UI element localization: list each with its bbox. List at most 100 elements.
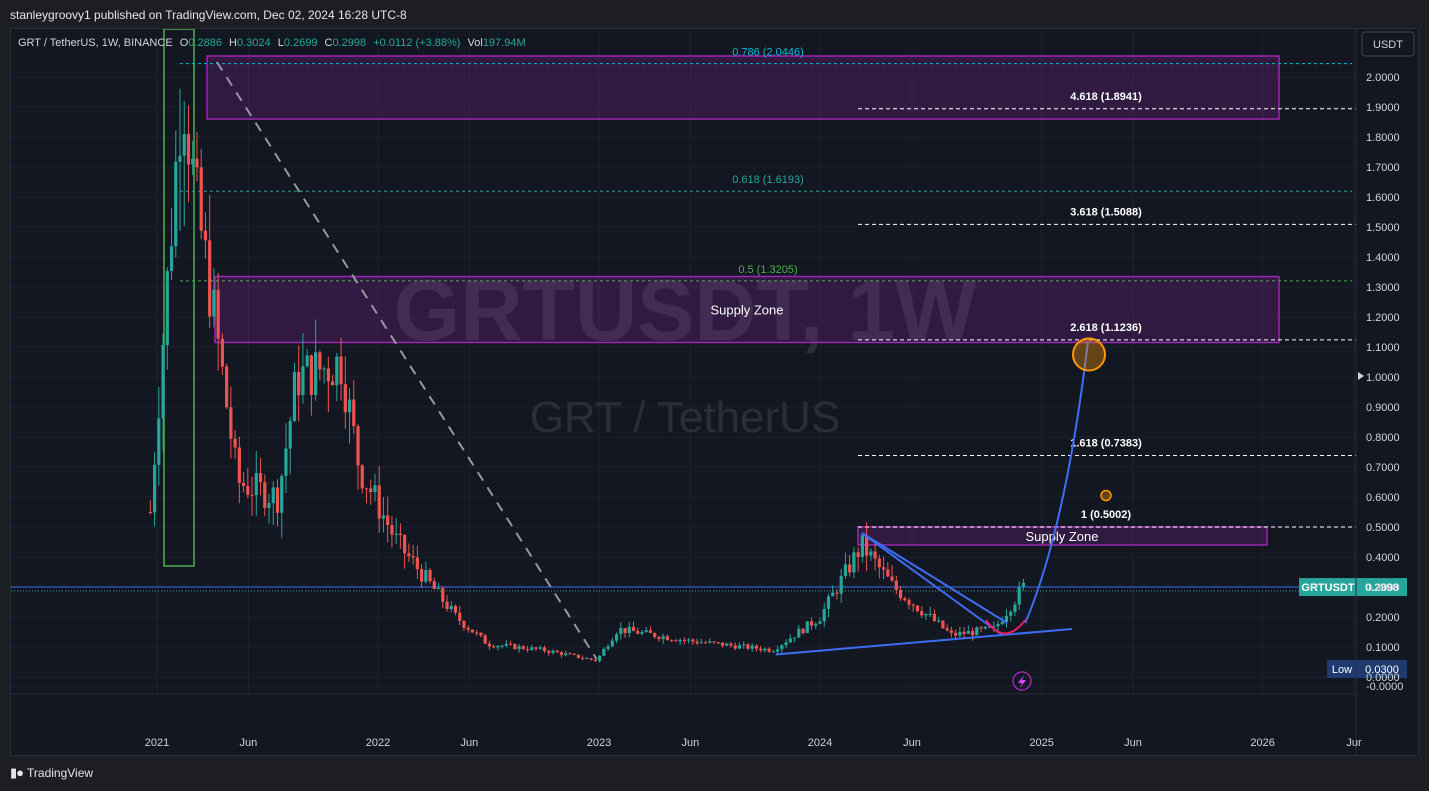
candle-body [805, 621, 809, 634]
price-tick-label: 2.0000 [1366, 72, 1400, 84]
candle-body [987, 626, 992, 628]
candle-body [462, 620, 466, 628]
price-tick-label: 1.7000 [1366, 162, 1400, 174]
candle-body [962, 631, 966, 635]
time-tick-label: Jur [1346, 737, 1362, 749]
candle-body [178, 155, 182, 162]
candle-body [148, 512, 152, 513]
candle-body [920, 611, 924, 616]
candle-body [983, 626, 987, 629]
candle-body [814, 623, 818, 626]
candle-body [966, 630, 970, 635]
candle-body [343, 384, 347, 413]
candle-body [911, 604, 915, 606]
projection-path[interactable] [1024, 340, 1089, 624]
candle-body [890, 576, 894, 581]
footer-logo[interactable]: ▮● TradingView [10, 765, 93, 781]
candle-body [479, 632, 483, 636]
time-tick-label: Jun [903, 737, 921, 749]
price-tick-label: 0.4000 [1366, 552, 1400, 564]
header-bar: stanleygroovy1 published on TradingView.… [0, 0, 1429, 28]
lightning-icon[interactable] [1012, 671, 1032, 691]
candle-body [530, 647, 534, 651]
candle-body [767, 648, 771, 652]
supply-zone[interactable] [214, 275, 1280, 344]
dashed-downtrend-line[interactable] [216, 61, 598, 660]
candle-body [572, 653, 576, 655]
time-axis[interactable]: 2021 Jun 2022 Jun 2023 Jun 2024 Jun 2025 Jun 2026 J… [11, 693, 1362, 749]
low-value-tag-bg [1357, 660, 1407, 678]
candle-body [208, 240, 212, 317]
candle-body [877, 558, 881, 568]
scroll-right-icon[interactable] [1358, 372, 1364, 380]
candle-body [763, 648, 767, 651]
candle-body [856, 552, 860, 557]
candle-body [487, 643, 492, 647]
supply-zone[interactable] [206, 55, 1280, 120]
candle-body [492, 646, 496, 648]
candle-body [555, 650, 559, 653]
candle-body [932, 613, 937, 621]
candle-body [369, 488, 373, 493]
candle-body [301, 366, 305, 396]
candle-body [225, 366, 229, 408]
cup-pattern-curve[interactable] [985, 619, 1027, 635]
price-tick-label: 1.4000 [1366, 252, 1400, 264]
candle-body [398, 533, 403, 536]
candle-body [818, 621, 822, 624]
candle-body [377, 485, 381, 519]
price-tick-label: 0.7000 [1366, 462, 1400, 474]
supply-zone-label: Supply Zone [711, 303, 784, 318]
time-tick-label: 2022 [366, 737, 390, 749]
resistance-trendline[interactable] [861, 532, 1003, 636]
candle-body [233, 438, 237, 448]
green-range-box[interactable] [163, 29, 195, 567]
candle-body [542, 647, 547, 652]
candle-body [822, 608, 826, 622]
candle-body [826, 596, 831, 609]
time-tick-label: Jun [240, 737, 258, 749]
candle-body [865, 535, 869, 556]
symbol-legend[interactable]: GRT / TetherUS, 1W, BINANCE O0.2886 H0.3… [18, 37, 526, 49]
chart-panel[interactable] [10, 28, 1419, 756]
time-tick-label: 2026 [1250, 737, 1274, 749]
price-tick-label: 1.0000 [1366, 372, 1400, 384]
target-dot[interactable] [1100, 489, 1112, 502]
candle-body [275, 487, 280, 513]
support-trendline[interactable] [775, 628, 1072, 656]
close-value: 0.2998 [332, 37, 366, 49]
target-circle[interactable] [1072, 337, 1106, 372]
candle-body [407, 553, 411, 557]
candle-body [1013, 604, 1017, 612]
price-tick-label: -0.0000 [1366, 681, 1403, 693]
price-axis[interactable]: 2.0000 1.9000 1.8000 1.7000 1.6000 1.5000 1.40… [1355, 29, 1403, 755]
candle-body [292, 372, 297, 422]
candle-body [559, 652, 564, 656]
price-tick-label: 1.8000 [1366, 132, 1400, 144]
candle-body [246, 485, 250, 495]
candle-body [352, 399, 356, 427]
tradingview-logo-icon: ▮● [10, 765, 24, 780]
low-value-tag: 0.0300 [1365, 664, 1399, 676]
candle-body [970, 630, 975, 636]
price-tick-label: 0.8000 [1366, 432, 1400, 444]
candle-body [576, 654, 581, 658]
resistance-trendline-2[interactable] [861, 532, 1008, 624]
candle-body [314, 352, 318, 396]
candle-body [381, 515, 386, 519]
candle-body [691, 639, 695, 642]
candle-body [737, 645, 742, 649]
candle-body [250, 494, 254, 496]
candle-body [525, 649, 530, 651]
candle-body [716, 642, 720, 644]
candle-body [941, 620, 945, 629]
candle-body [470, 629, 475, 633]
price-tick-label: 1.3000 [1366, 282, 1400, 294]
currency-button[interactable]: USDT [1361, 31, 1415, 57]
candle-body [441, 588, 445, 602]
currency-label: USDT [1373, 39, 1403, 51]
candle-body [1009, 611, 1013, 616]
candle-body [958, 631, 962, 636]
current-price-tag-bg [1357, 578, 1407, 597]
